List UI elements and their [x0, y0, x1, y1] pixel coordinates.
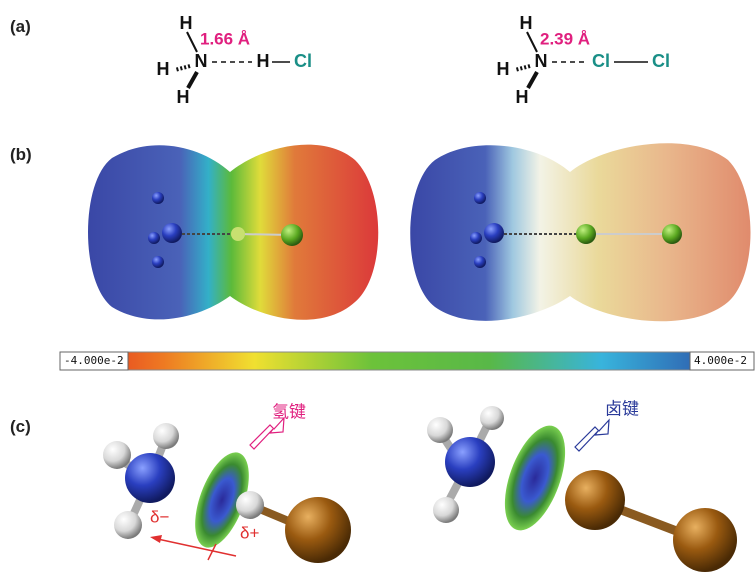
panel-label: (b)	[10, 145, 32, 164]
colorbar	[60, 352, 754, 370]
atom: H	[180, 13, 193, 33]
charge-label: δ+	[240, 523, 259, 542]
atom: Cl	[294, 51, 312, 71]
distance: 1.66 Å	[200, 29, 250, 48]
panel-label: (a)	[10, 17, 31, 36]
atom: H	[516, 87, 529, 107]
figure: (a) H H N H H Cl 1.66 Å H H N H Cl Cl 2.…	[0, 0, 755, 572]
bond-label: 氢键	[272, 402, 306, 421]
atom: H	[520, 13, 533, 33]
colorbar-min: -4.000e-2	[64, 354, 124, 367]
atom: H	[157, 59, 170, 79]
atom: H	[177, 87, 190, 107]
distance: 2.39 Å	[540, 29, 590, 48]
charge-label: δ−	[150, 507, 169, 526]
bond-label: 卤键	[605, 399, 639, 418]
atom: H	[497, 59, 510, 79]
model-3d	[103, 406, 737, 572]
colorbar-max: 4.000e-2	[694, 354, 747, 367]
atom: H	[257, 51, 270, 71]
atom: Cl	[652, 51, 670, 71]
panel-label: (c)	[10, 417, 31, 436]
atom: N	[535, 51, 548, 71]
atom: N	[195, 51, 208, 71]
atom: Cl	[592, 51, 610, 71]
